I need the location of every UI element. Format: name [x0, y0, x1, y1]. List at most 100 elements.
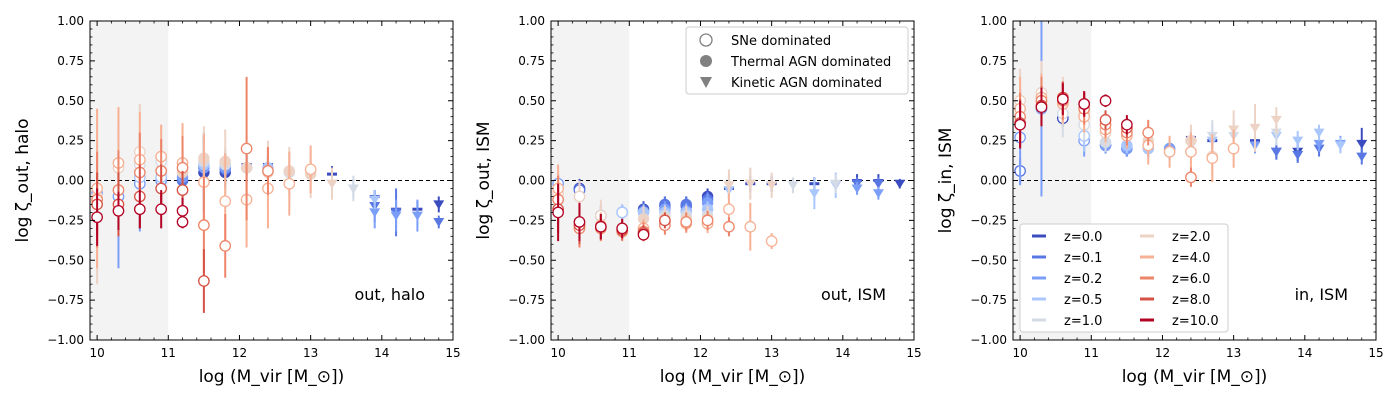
series-z-0_5: [133, 148, 381, 210]
data-point-sne: [723, 203, 735, 216]
panel-annotation: in, ISM: [1295, 285, 1348, 304]
data-point-kinetic-agn: [744, 179, 756, 189]
x-tick-label: 12: [232, 346, 247, 360]
x-tick-label: 14: [1297, 346, 1312, 360]
data-point-kinetic-agn: [1334, 141, 1346, 151]
legend-swatch: [1140, 276, 1154, 280]
data-point-sne: [765, 235, 778, 247]
legend-swatch: [1140, 234, 1154, 238]
data-points: [1014, 21, 1368, 197]
y-tick-label: −0.50: [970, 253, 1007, 267]
y-tick-label: 0.75: [980, 54, 1007, 68]
legend-label: Thermal AGN dominated: [730, 55, 891, 70]
legend-redshift: z=0.0 z=0.1 z=0.2 z=0.5 z=1.0 z=2.0 z=4.0 z=6.0…: [1019, 223, 1229, 333]
legend-label: Kinetic AGN dominated: [731, 76, 882, 91]
y-tick-label: −0.25: [47, 213, 84, 227]
data-point-sne: [1142, 126, 1155, 139]
y-tick-label: −0.25: [508, 213, 545, 227]
legend-label: z=0.1: [1064, 251, 1102, 266]
panel-1: 10 11 12 13 14 15 −1.00 −0.75 −0.50 −0.25 0.00 0.25…: [13, 14, 461, 387]
legend-swatch: [1140, 255, 1154, 259]
data-point-sne: [1099, 94, 1112, 107]
y-tick-label: −1.00: [47, 333, 84, 347]
legend-swatch: [1032, 318, 1046, 322]
data-point-kinetic-agn: [1313, 128, 1325, 138]
data-point-kinetic-agn: [808, 189, 820, 199]
legend-filled-circle-icon: [700, 55, 712, 67]
data-point-sne: [573, 216, 586, 228]
legend-triangle-icon: [700, 77, 712, 88]
x-tick-label: 10: [89, 346, 104, 360]
data-point-kinetic-agn: [830, 179, 842, 189]
x-tick-label: 14: [374, 346, 389, 360]
series-z-0_0: [155, 132, 445, 218]
series-z-10_0: [552, 183, 650, 242]
y-tick-label: −1.00: [508, 333, 545, 347]
y-tick-label: 0.00: [57, 174, 84, 188]
data-point-sne: [701, 214, 714, 227]
y-tick-label: 0.50: [518, 94, 545, 108]
x-tick-label: 15: [445, 346, 460, 360]
data-point-kinetic-agn: [894, 179, 906, 189]
y-tick-label: 1.00: [518, 14, 545, 28]
legend-label: z=10.0: [1172, 314, 1219, 329]
data-point-sne: [1035, 101, 1048, 113]
y-axis-label: log ζ_out, halo: [13, 118, 33, 242]
data-point-sne: [1185, 145, 1197, 158]
data-point-kinetic-agn: [1249, 123, 1261, 133]
data-point-sne: [133, 203, 146, 216]
x-axis-label: log (M_vir [M_⊙]): [1122, 367, 1268, 387]
data-point-kinetic-agn: [326, 179, 338, 189]
data-point-kinetic-agn: [1270, 115, 1282, 125]
data-point-kinetic-agn: [347, 184, 359, 194]
legend-box: [685, 26, 909, 95]
legend-label: z=0.0: [1064, 230, 1102, 245]
x-tick-label: 15: [906, 346, 921, 360]
legend-swatch: [1032, 234, 1046, 238]
legend-box: [1019, 223, 1229, 333]
data-point-sne: [262, 165, 274, 177]
x-tick-label: 12: [693, 346, 708, 360]
data-point-kinetic-agn: [1356, 152, 1368, 162]
y-axis-label: log ζ_in, ISM: [936, 128, 956, 234]
data-point-kinetic-agn: [787, 181, 799, 191]
y-tick-label: 0.75: [57, 54, 84, 68]
data-point-sne: [744, 220, 757, 233]
data-point-kinetic-agn: [369, 208, 381, 218]
y-tick-label: 0.50: [57, 94, 84, 108]
legend-swatch: [1032, 255, 1046, 259]
x-axis: 10 11 12 13 14 15: [89, 21, 461, 360]
data-point-sne: [219, 195, 232, 208]
data-point-kinetic-agn: [766, 181, 778, 191]
legend-label: z=0.5: [1064, 293, 1102, 308]
data-point-sne: [91, 211, 103, 224]
data-point-sne: [616, 206, 629, 219]
data-point-kinetic-agn: [1356, 139, 1368, 149]
x-tick-label: 13: [303, 346, 318, 360]
data-point-sne: [176, 184, 189, 196]
x-tick-label: 13: [1226, 346, 1241, 360]
series-z-0_1: [155, 135, 445, 237]
data-point-sne: [283, 177, 296, 190]
data-point-sne: [219, 240, 232, 252]
legend-label: z=1.0: [1064, 314, 1102, 329]
data-point-kinetic-agn: [433, 200, 445, 210]
y-tick-label: −0.75: [47, 293, 84, 307]
data-point-sne: [176, 204, 189, 217]
data-point-sne: [616, 222, 629, 235]
legend-label: SNe dominated: [731, 34, 831, 49]
y-tick-label: 0.25: [57, 134, 84, 148]
x-axis-label: log (M_vir [M_⊙]): [660, 367, 806, 387]
y-tick-label: 1.00: [57, 14, 84, 28]
x-tick-label: 10: [1012, 346, 1027, 360]
data-point-sne: [1078, 98, 1091, 110]
y-axis: −1.00 −0.75 −0.50 −0.25 0.00 0.25 0.50 0.75 1.00: [970, 14, 1376, 347]
x-tick-label: 11: [622, 346, 637, 360]
panel-annotation: out, ISM: [821, 285, 886, 304]
data-point-sne: [1163, 145, 1176, 158]
data-points: [552, 164, 906, 251]
x-axis: 10 11 12 13 14 15: [550, 21, 922, 360]
y-tick-label: 0.25: [980, 134, 1007, 148]
legend-swatch: [1140, 318, 1154, 322]
